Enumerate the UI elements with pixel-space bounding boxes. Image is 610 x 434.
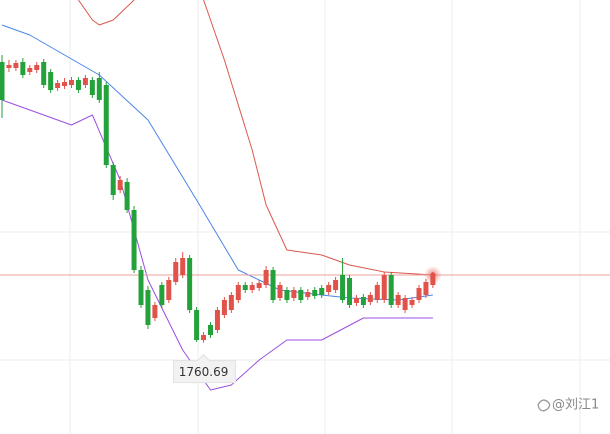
candle-body xyxy=(374,285,380,300)
candle-body xyxy=(305,292,311,297)
candle-body xyxy=(201,335,207,340)
watermark: @刘江1 xyxy=(537,398,599,413)
watermark-icon xyxy=(537,399,551,412)
candle-body xyxy=(0,62,5,100)
band-line xyxy=(78,0,433,276)
candle-body xyxy=(242,285,248,290)
candle-body xyxy=(353,298,359,303)
candle-body xyxy=(291,290,297,298)
candle-body xyxy=(20,62,26,75)
candle-body xyxy=(75,80,81,90)
candle-body xyxy=(284,290,290,300)
candle-body xyxy=(82,78,88,85)
candle-body xyxy=(89,80,95,95)
candle-body xyxy=(256,283,262,288)
candle-body xyxy=(319,288,325,295)
candle-body xyxy=(152,305,158,318)
candle-body xyxy=(214,310,220,330)
candle-body xyxy=(187,258,193,310)
candle-body xyxy=(96,78,102,100)
candle-body xyxy=(333,280,339,290)
candle-body xyxy=(221,300,227,315)
candle-body xyxy=(62,82,68,86)
candle-body xyxy=(249,285,255,290)
candle-body xyxy=(347,278,352,305)
candle-body xyxy=(235,285,241,300)
candle-body xyxy=(159,285,165,305)
candle-body xyxy=(27,68,33,72)
candle-body xyxy=(41,62,47,85)
candle-body xyxy=(173,262,179,282)
low-label-box xyxy=(173,353,237,384)
candle-body xyxy=(34,65,40,70)
watermark-text: @刘江1 xyxy=(552,398,599,413)
candle-body xyxy=(340,275,346,300)
candle-body xyxy=(381,275,387,300)
candle-body xyxy=(131,210,137,270)
candle-body xyxy=(6,65,12,68)
last-price-dot xyxy=(430,272,436,278)
candle-body xyxy=(388,275,394,305)
candle-body xyxy=(180,258,186,275)
candle-body xyxy=(124,182,130,210)
candle-body xyxy=(228,295,234,310)
candle-body xyxy=(48,72,54,90)
candle-body xyxy=(312,290,318,296)
candle-body xyxy=(145,290,151,325)
band-line xyxy=(1,99,433,391)
candle-body xyxy=(270,270,276,300)
candle-body xyxy=(423,282,429,295)
candle-body xyxy=(55,83,61,88)
low-annotation: 1760.69 xyxy=(173,353,237,384)
candle-body xyxy=(69,80,74,85)
candle-body xyxy=(395,295,401,305)
candle-body xyxy=(194,310,200,340)
candle-body xyxy=(208,325,213,335)
candle-body xyxy=(409,300,415,305)
candle-body xyxy=(117,180,123,190)
candle-body xyxy=(103,85,109,165)
low-label: 1760.69 xyxy=(179,365,229,379)
candle-body xyxy=(277,285,283,298)
candle-body xyxy=(298,290,304,300)
candle-body xyxy=(402,298,408,310)
candle-body xyxy=(110,165,116,195)
candle-body xyxy=(360,297,366,305)
candle-body xyxy=(13,63,19,68)
candle-body xyxy=(138,270,144,305)
candle-body xyxy=(326,285,332,292)
plot: 1760.69 xyxy=(0,0,610,391)
candle-body xyxy=(416,288,422,300)
candle-body xyxy=(367,295,373,302)
candle-body xyxy=(263,270,269,285)
candle-body xyxy=(166,280,172,300)
